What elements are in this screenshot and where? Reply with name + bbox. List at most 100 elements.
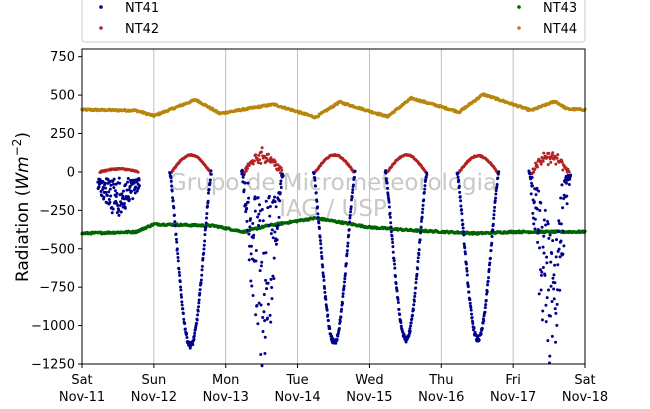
data-point xyxy=(206,191,210,195)
data-point xyxy=(323,286,327,290)
legend-label-nt43: NT43 xyxy=(543,1,577,16)
data-point xyxy=(205,212,209,216)
data-point xyxy=(120,192,124,196)
data-point xyxy=(394,282,398,286)
data-point xyxy=(131,197,135,201)
data-point xyxy=(492,209,496,213)
data-point xyxy=(548,233,552,237)
data-point xyxy=(560,183,564,187)
data-point xyxy=(416,256,420,260)
legend-marker-nt44 xyxy=(517,26,521,30)
data-point xyxy=(561,168,565,172)
data-point xyxy=(535,165,539,169)
data-point xyxy=(192,334,196,338)
data-point xyxy=(460,208,464,212)
data-point xyxy=(465,269,469,273)
watermark: Grupo de Micrometeorologia IAG / USP xyxy=(169,170,497,222)
data-point xyxy=(465,273,469,277)
data-point xyxy=(207,187,211,191)
data-point xyxy=(337,327,341,331)
data-point xyxy=(111,207,115,211)
x-tick-label-date: Nov-17 xyxy=(490,390,536,405)
data-point xyxy=(244,210,248,214)
x-tick-label-day: Tue xyxy=(285,373,308,388)
data-point xyxy=(191,343,195,347)
data-point xyxy=(314,184,318,188)
data-point xyxy=(262,310,266,314)
data-point xyxy=(532,222,536,226)
data-point xyxy=(312,172,316,176)
data-point xyxy=(537,292,541,296)
data-point xyxy=(531,211,535,215)
data-point xyxy=(567,183,571,187)
data-point xyxy=(546,220,550,224)
y-tick-label: −1000 xyxy=(31,319,75,334)
data-point xyxy=(270,297,274,301)
data-point xyxy=(342,284,346,288)
data-point xyxy=(456,171,460,175)
data-point xyxy=(192,338,196,342)
data-point xyxy=(259,161,263,165)
data-point xyxy=(267,223,271,227)
data-point xyxy=(266,281,270,285)
data-point xyxy=(119,210,123,214)
data-point xyxy=(177,267,181,271)
data-point xyxy=(183,321,187,325)
data-point xyxy=(244,169,248,173)
data-point xyxy=(530,181,534,185)
data-point xyxy=(555,238,559,242)
data-point xyxy=(386,196,390,200)
data-point xyxy=(206,199,210,203)
data-point xyxy=(273,160,277,164)
data-point xyxy=(395,289,399,293)
data-point xyxy=(180,295,184,299)
data-point xyxy=(558,288,562,292)
data-point xyxy=(269,320,273,324)
data-point xyxy=(322,275,326,279)
data-point xyxy=(562,244,566,248)
data-point xyxy=(394,275,397,279)
data-point xyxy=(539,201,543,205)
data-point xyxy=(479,332,483,336)
data-point xyxy=(326,318,330,322)
data-point xyxy=(343,277,347,281)
data-point xyxy=(557,219,561,223)
data-point xyxy=(391,250,395,254)
data-point xyxy=(317,226,321,230)
data-point xyxy=(181,312,185,316)
data-point xyxy=(419,225,423,229)
data-point xyxy=(261,316,265,320)
data-point xyxy=(250,284,254,288)
data-point xyxy=(389,230,393,234)
data-point xyxy=(169,179,173,183)
data-point xyxy=(209,172,213,176)
data-point xyxy=(265,316,269,320)
data-point xyxy=(179,288,183,292)
data-point xyxy=(321,265,325,269)
data-point xyxy=(257,153,261,157)
data-point xyxy=(421,203,425,207)
data-point xyxy=(279,182,283,186)
data-point xyxy=(170,184,174,188)
data-point xyxy=(411,308,415,312)
data-point xyxy=(469,308,473,312)
data-point xyxy=(555,288,559,292)
data-point xyxy=(245,206,249,210)
y-axis-label: Radiation (Wm−2) xyxy=(10,132,33,282)
data-point xyxy=(343,272,347,276)
data-point xyxy=(264,251,268,255)
y-tick-label: −750 xyxy=(39,281,75,296)
x-tick-label-date: Nov-16 xyxy=(418,390,464,405)
data-point xyxy=(274,205,278,209)
data-point xyxy=(466,285,470,289)
data-point xyxy=(409,324,413,328)
data-point xyxy=(415,272,419,276)
data-point xyxy=(319,246,323,250)
data-point xyxy=(413,291,417,295)
data-point xyxy=(545,155,549,159)
legend-marker-nt41 xyxy=(99,5,103,9)
data-point xyxy=(559,239,563,243)
data-point xyxy=(178,280,182,284)
data-point xyxy=(177,270,181,274)
